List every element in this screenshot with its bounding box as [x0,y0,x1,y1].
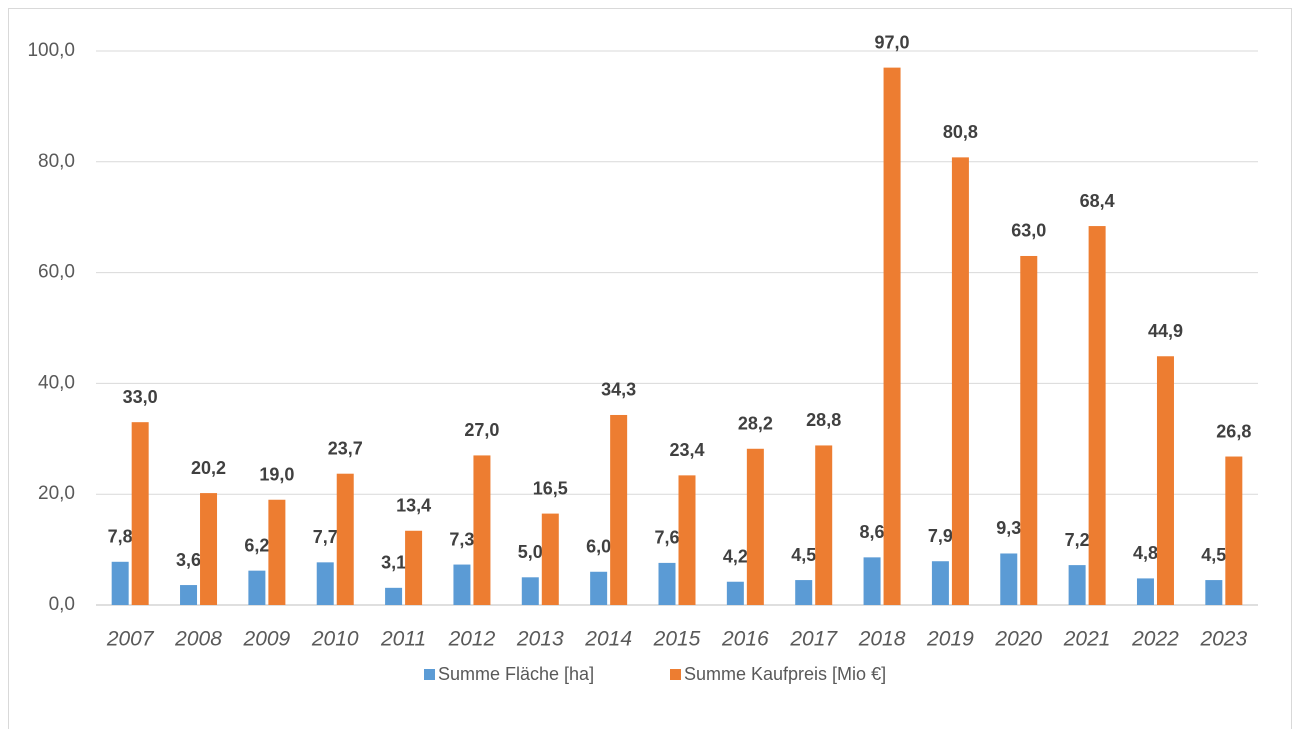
bar [610,414,628,605]
y-tick-label: 20,0 [38,483,75,504]
value-label: 9,3 [996,518,1021,538]
value-label: 28,8 [806,410,841,430]
bar [111,561,129,605]
bar [180,585,198,605]
value-label: 19,0 [259,464,294,484]
x-tick-label: 2021 [1063,628,1111,651]
value-label: 34,3 [601,380,636,400]
x-tick-label: 2007 [106,628,155,651]
legend-swatch [424,669,435,680]
x-tick-label: 2012 [448,628,496,651]
x-tick-label: 2022 [1131,628,1179,651]
value-label: 23,7 [328,438,363,458]
bar [1000,553,1018,605]
bar [863,557,881,605]
bar [453,564,471,605]
value-label: 4,5 [1201,545,1226,565]
value-label: 16,5 [533,478,568,498]
value-label: 7,7 [313,527,338,547]
y-tick-label: 60,0 [38,262,75,283]
value-label: 68,4 [1080,191,1115,211]
value-label: 7,2 [1065,530,1090,550]
bar [200,493,218,605]
value-label: 44,9 [1148,321,1183,341]
value-label: 13,4 [396,496,431,516]
value-label: 20,2 [191,458,226,478]
bar [385,587,403,605]
value-label: 4,5 [791,545,816,565]
value-label: 26,8 [1216,421,1251,441]
value-label: 80,8 [943,122,978,142]
bar [590,571,608,605]
value-label: 97,0 [875,32,910,52]
x-tick-label: 2016 [721,628,769,651]
value-label: 6,0 [586,537,611,557]
x-tick-label: 2014 [584,628,632,651]
bar [746,448,764,605]
bar [795,580,813,605]
bar [931,561,949,605]
bar [131,422,149,605]
y-tick-label: 80,0 [38,151,75,172]
x-tick-label: 2010 [311,628,359,651]
y-tick-label: 0,0 [49,594,75,615]
value-label: 7,8 [108,527,133,547]
value-label: 7,9 [928,526,953,546]
y-tick-label: 40,0 [38,372,75,393]
bar [658,562,676,605]
bar [726,581,744,605]
x-tick-label: 2009 [243,628,291,651]
value-label: 4,2 [723,546,748,566]
bar [1156,356,1174,605]
y-tick-label: 100,0 [27,40,75,61]
bar [316,562,334,605]
bar [1020,255,1038,606]
value-label: 7,6 [654,528,679,548]
bar [473,455,491,605]
value-label: 4,8 [1133,543,1158,563]
value-label: 3,6 [176,550,201,570]
value-label: 8,6 [860,522,885,542]
bar [951,157,969,606]
bar [815,445,833,605]
x-tick-label: 2020 [994,628,1042,651]
value-label: 3,1 [381,553,406,573]
value-label: 27,0 [464,420,499,440]
legend-label: Summe Kaufpreis [Mio €] [684,664,886,684]
bar [405,530,423,605]
value-label: 23,4 [669,440,704,460]
value-label: 6,2 [244,535,269,555]
bar [248,570,266,605]
bar [883,67,901,606]
chart-border [8,8,1292,729]
x-tick-label: 2008 [174,628,222,651]
x-tick-label: 2023 [1199,628,1247,651]
bar [1205,580,1223,605]
x-tick-label: 2017 [789,628,838,651]
bar [268,499,286,605]
bar [1068,565,1086,605]
value-label: 28,2 [738,414,773,434]
bar [678,475,696,605]
bar [521,577,539,605]
bar [1136,578,1154,605]
value-label: 33,0 [123,387,158,407]
x-tick-label: 2018 [858,628,906,651]
bar [1225,456,1243,605]
x-tick-label: 2019 [926,628,974,651]
x-tick-label: 2011 [380,628,426,651]
legend-swatch [670,669,681,680]
x-tick-label: 2015 [653,628,701,651]
bar [1088,226,1106,605]
value-label: 63,0 [1011,221,1046,241]
legend-label: Summe Fläche [ha] [438,664,594,684]
bar [336,473,354,605]
value-label: 5,0 [518,542,543,562]
value-label: 7,3 [449,529,474,549]
bar [541,513,559,605]
x-tick-label: 2013 [516,628,564,651]
